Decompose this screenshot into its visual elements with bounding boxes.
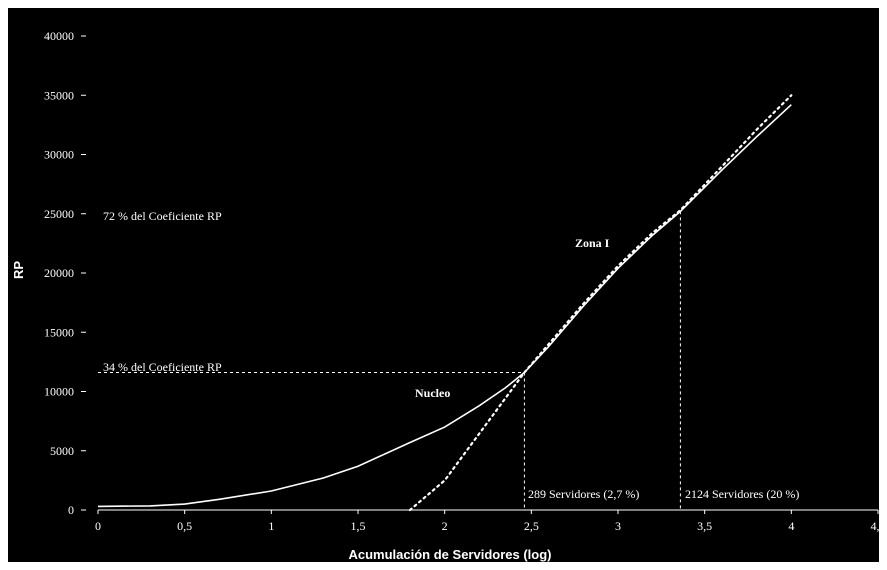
x-tick-label: 2: [442, 519, 448, 533]
y-tick-label: 20000: [44, 266, 74, 280]
x-tick-label: 0,5: [177, 519, 192, 533]
core-label: Nucleo: [415, 386, 450, 400]
x-tick-label: 4: [788, 519, 794, 533]
series-layer: [97, 94, 793, 512]
zone-servers-label: 2124 Servidores (20 %): [685, 487, 799, 501]
y-tick-label: 40000: [44, 29, 74, 43]
x-tick-label: 1,5: [351, 519, 366, 533]
x-tick-label: 4,5: [871, 519, 880, 533]
axes: 0 0,5 1 1,5 2 2,5 3 3,5 4 4,5 0 5000 10000 15000 20000…: [44, 29, 886, 533]
y-tick-label: 0: [68, 503, 74, 517]
core-servers-label: 289 Servidores (2,7 %): [528, 487, 639, 501]
core-share-annotation: 34 % del Coeficiente RP: [103, 360, 222, 374]
x-tick-label: 1: [268, 519, 274, 533]
x-tick-label: 0: [95, 519, 101, 533]
y-tick-label: 10000: [44, 385, 74, 399]
y-tick-label: 30000: [44, 148, 74, 162]
chart: 0 0,5 1 1,5 2 2,5 3 3,5 4 4,5 0 5000 10000 15000 20000…: [11, 29, 886, 562]
threshold-guides: [98, 211, 681, 510]
x-tick-label: 3: [615, 519, 621, 533]
y-axis-title: RP: [11, 261, 26, 279]
y-tick-label: 5000: [50, 444, 74, 458]
y-tick-label: 35000: [44, 88, 74, 102]
x-axis-title: Acumulación de Servidores (log): [349, 547, 552, 562]
trend-line-dotted: [408, 94, 793, 512]
chart-panel: 0 0,5 1 1,5 2 2,5 3 3,5 4 4,5 0 5000 10000 15000 20000…: [8, 8, 886, 562]
y-tick-label: 15000: [44, 325, 74, 339]
annotation-layer: 34 % del Coeficiente RP 72 % del Coefici…: [103, 209, 799, 501]
cumulative-rp-curve: [97, 104, 792, 508]
x-tick-label: 2,5: [524, 519, 539, 533]
zone-label: Zona I: [575, 236, 610, 250]
zone-share-annotation: 72 % del Coeficiente RP: [103, 209, 222, 223]
x-tick-label: 3,5: [697, 519, 712, 533]
y-tick-label: 25000: [44, 207, 74, 221]
